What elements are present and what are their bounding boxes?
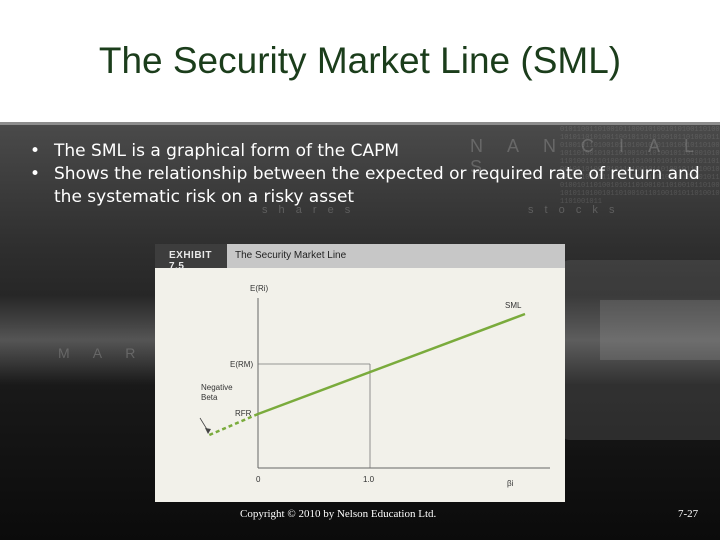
beta-label: Beta [201,393,218,402]
negative-beta-line [206,412,259,438]
title-bar: The Security Market Line (SML) [0,0,720,122]
bullet-dot-icon: • [30,141,41,161]
x-tick-label-zero: 0 [256,475,261,484]
title-divider [0,122,720,125]
bullet-text: The SML is a graphical form of the CAPM [54,141,400,161]
background-shape [560,260,720,440]
slide-title: The Security Market Line (SML) [98,40,622,81]
y-axis-label: E(Ri) [250,284,269,293]
exhibit-title-box: The Security Market Line [227,244,565,268]
sml-line [257,312,526,416]
sml-label: SML [505,301,522,310]
x-axis-label: βi [507,479,514,488]
rfr-label: RFR [235,409,252,418]
exhibit-title: The Security Market Line [235,250,347,261]
bullet-dot-icon: • [30,164,41,184]
bullet-list: • The SML is a graphical form of the CAPM… [28,140,712,209]
market-return-label: E(RM) [230,360,253,369]
exhibit-figure: EXHIBIT 7.5 The Security Market Line E(R… [155,244,565,502]
background-digits: 0101100110100101100010100101010011010010… [560,126,720,206]
sml-diagram: E(Ri) SML E(RM) RFR Negative Beta 0 1.0 … [199,284,550,488]
background-word-stocks: s t o c k s [528,204,619,216]
background-shape-inner [600,300,720,360]
background-word-financials: N A N C I A L S [470,136,704,177]
exhibit-label: EXHIBIT 7.5 [169,250,212,272]
negative-label: Negative [201,383,233,392]
x-tick-label-one: 1.0 [363,475,375,484]
bullet-text: Shows the relationship between the expec… [54,164,700,207]
bullet-item: • The SML is a graphical form of the CAPM [28,140,712,163]
page-number: 7-27 [678,508,699,520]
exhibit-header: EXHIBIT 7.5 The Security Market Line [155,244,565,272]
exhibit-label-box: EXHIBIT 7.5 [155,244,227,272]
background-word-shares: s h a r e s [262,204,355,216]
arrow-icon [205,428,211,434]
bullet-item: • Shows the relationship between the expe… [28,163,712,209]
copyright-text: Copyright © 2010 by Nelson Education Ltd… [240,508,437,520]
